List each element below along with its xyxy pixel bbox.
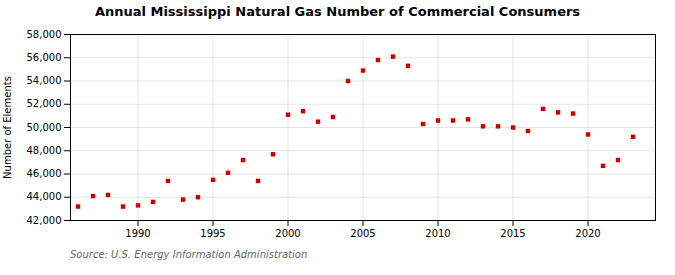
- svg-text:50,000: 50,000: [27, 122, 62, 133]
- html-text:Source: U.S. Energy Informatio: Source: U.S. Energy Information Administ…: [70, 249, 308, 260]
- svg-text:54,000: 54,000: [27, 75, 62, 86]
- svg-text:48,000: 48,000: [27, 145, 62, 156]
- svg-text:42,000: 42,000: [27, 215, 62, 226]
- svg-text:56,000: 56,000: [27, 52, 62, 63]
- html-text:Annual Mississippi Natural Gas: Annual Mississippi Natural Gas Number of…: [94, 4, 581, 19]
- svg-text:2015: 2015: [500, 228, 525, 239]
- svg-text:2010: 2010: [425, 228, 450, 239]
- svg-text:Number of Elements: Number of Elements: [2, 76, 13, 179]
- svg-text:52,000: 52,000: [27, 98, 62, 109]
- svg-text:44,000: 44,000: [27, 191, 62, 202]
- svg-text:1995: 1995: [200, 228, 225, 239]
- svg-text:1990: 1990: [125, 228, 150, 239]
- svg-text:58,000: 58,000: [27, 29, 62, 40]
- svg-text:2020: 2020: [575, 228, 600, 239]
- svg-text:46,000: 46,000: [27, 168, 62, 179]
- svg-text:2005: 2005: [350, 228, 375, 239]
- svg-text:2000: 2000: [275, 228, 300, 239]
